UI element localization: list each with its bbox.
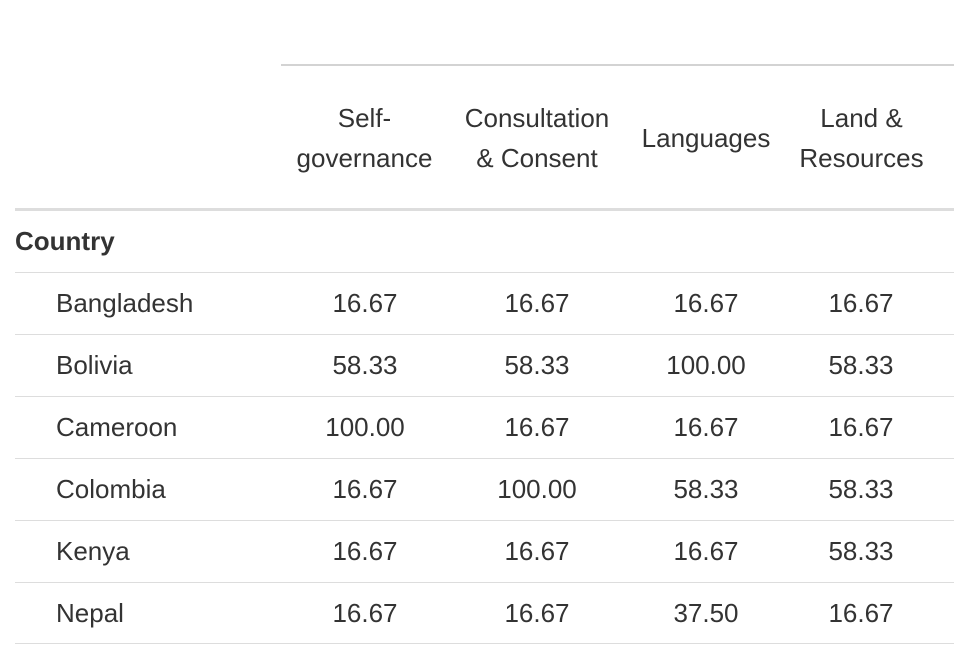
table-row: Kenya 16.67 16.67 16.67 58.33 [15,520,954,582]
value-cell: 16.67 [504,288,570,318]
value-cell: 16.67 [673,536,739,566]
column-header-line: Resources [799,142,924,173]
value-cell: 58.33 [828,474,894,504]
value-cell: 16.67 [828,412,894,442]
column-header-line: Land & [820,102,903,133]
value-cell: 16.67 [504,412,570,442]
value-cell: 16.67 [504,536,570,566]
column-header-land-resources: Land & Resources [787,66,936,209]
value-cell: 16.67 [673,288,739,318]
value-cell: 16.67 [332,288,398,318]
country-name-cell: Nepal [56,598,124,628]
country-name-cell: Bangladesh [56,288,194,318]
table-row: Bolivia 58.33 58.33 100.00 58.33 [15,334,954,396]
column-header-line: Languages [641,122,771,153]
value-cell: 58.33 [828,350,894,380]
country-name-cell: Kenya [56,536,130,566]
column-header-line: governance [296,142,433,173]
value-cell: 16.67 [828,288,894,318]
table-row: Colombia 16.67 100.00 58.33 58.33 [15,458,954,520]
table-row: Cameroon 100.00 16.67 16.67 16.67 [15,396,954,458]
value-cell: 16.67 [828,598,894,628]
table-header-rule [15,208,954,211]
column-header-line: Self- [337,102,392,133]
column-header-languages: Languages [627,66,785,209]
country-name-cell: Colombia [56,474,166,504]
table-row: Bangladesh 16.67 16.67 16.67 16.67 [15,272,954,334]
value-cell: 37.50 [673,598,739,628]
table-top-rule [281,64,954,66]
column-header-line: Consultation [464,102,610,133]
value-cell: 58.33 [673,474,739,504]
table-row: Nepal 16.67 16.67 37.50 16.67 [15,582,954,644]
value-cell: 58.33 [332,350,398,380]
value-cell: 58.33 [504,350,570,380]
value-cell: 100.00 [497,474,577,504]
value-cell: 16.67 [332,598,398,628]
value-cell: 100.00 [325,412,405,442]
row-group-label: Country [15,226,115,256]
column-header-self-governance: Self- governance [281,66,448,209]
value-cell: 16.67 [332,474,398,504]
column-header-consultation-consent: Consultation & Consent [451,66,623,209]
country-name-cell: Bolivia [56,350,133,380]
value-cell: 16.67 [332,536,398,566]
value-cell: 58.33 [828,536,894,566]
table-header-row: Self- governance Consultation & Consent … [15,66,954,209]
column-header-line: & Consent [476,142,598,173]
country-name-cell: Cameroon [56,412,178,442]
value-cell: 16.67 [504,598,570,628]
value-cell: 16.67 [673,412,739,442]
value-cell: 100.00 [666,350,746,380]
